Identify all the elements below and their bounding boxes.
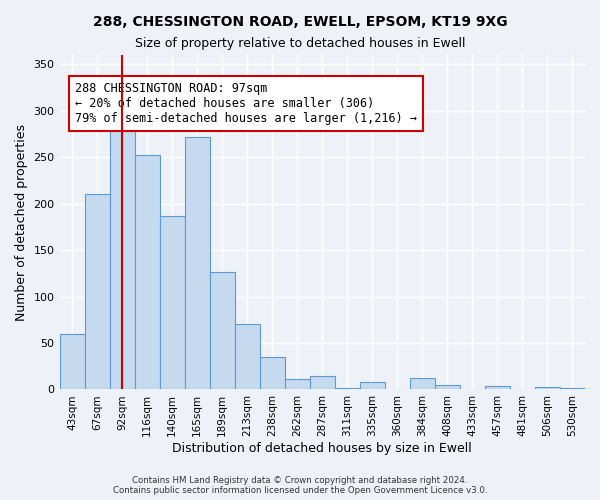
X-axis label: Distribution of detached houses by size in Ewell: Distribution of detached houses by size … bbox=[172, 442, 472, 455]
Bar bbox=[310, 376, 335, 390]
Bar bbox=[535, 386, 560, 390]
Text: Contains HM Land Registry data © Crown copyright and database right 2024.
Contai: Contains HM Land Registry data © Crown c… bbox=[113, 476, 487, 495]
Bar bbox=[260, 357, 285, 390]
Bar bbox=[235, 324, 260, 390]
Bar bbox=[209, 272, 235, 390]
Bar bbox=[335, 388, 360, 390]
Bar bbox=[560, 388, 585, 390]
Bar bbox=[85, 194, 110, 390]
Bar bbox=[485, 386, 510, 390]
Bar bbox=[134, 156, 160, 390]
Text: 288, CHESSINGTON ROAD, EWELL, EPSOM, KT19 9XG: 288, CHESSINGTON ROAD, EWELL, EPSOM, KT1… bbox=[92, 15, 508, 29]
Bar bbox=[59, 334, 85, 390]
Text: Size of property relative to detached houses in Ewell: Size of property relative to detached ho… bbox=[135, 38, 465, 51]
Bar bbox=[435, 385, 460, 390]
Bar bbox=[185, 137, 209, 390]
Bar bbox=[360, 382, 385, 390]
Bar bbox=[110, 126, 134, 390]
Y-axis label: Number of detached properties: Number of detached properties bbox=[15, 124, 28, 320]
Bar bbox=[285, 379, 310, 390]
Bar bbox=[160, 216, 185, 390]
Text: 288 CHESSINGTON ROAD: 97sqm
← 20% of detached houses are smaller (306)
79% of se: 288 CHESSINGTON ROAD: 97sqm ← 20% of det… bbox=[76, 82, 418, 125]
Bar bbox=[410, 378, 435, 390]
